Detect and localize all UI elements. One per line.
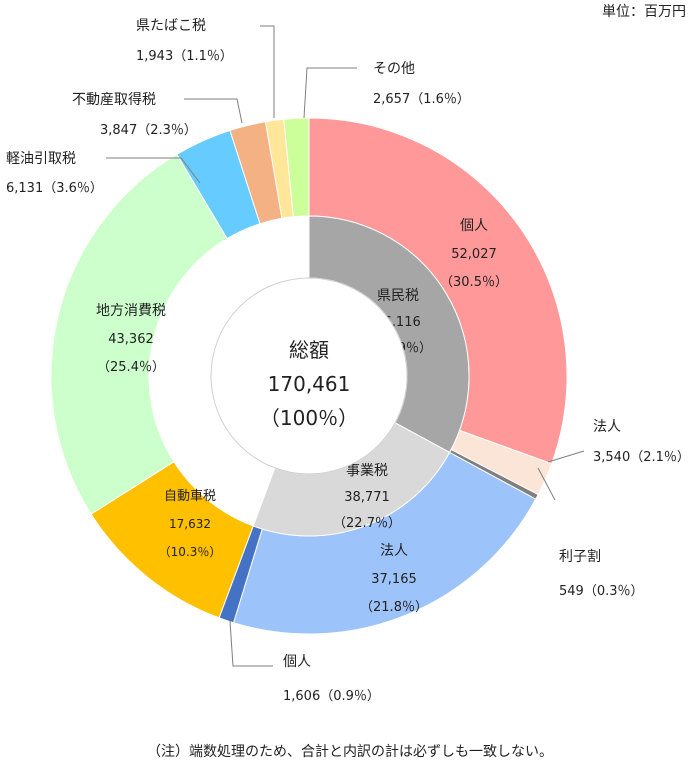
outer-leader-8 bbox=[184, 98, 243, 124]
unit-label: 単位：百万円 bbox=[602, 4, 686, 20]
outer-label-percent-3: （21.8％） bbox=[360, 600, 428, 615]
outer-ring bbox=[50, 117, 568, 635]
outer-label-name-1: 法人 bbox=[593, 419, 621, 435]
outer-label-percent-5: （10.3％） bbox=[159, 545, 222, 559]
outer-label-value-6: 43,362 bbox=[108, 332, 154, 347]
outer-leader-10 bbox=[303, 67, 357, 119]
outer-label-name-8: 不動産取得税 bbox=[72, 91, 156, 108]
outer-label-name-5: 自動車税 bbox=[164, 489, 216, 504]
outer-label-percent-6: （25.4％） bbox=[97, 360, 165, 375]
outer-label-name-2: 利子割 bbox=[559, 548, 601, 565]
footnote: （注）端数処理のため、合計と内訳の計は必ずしも一致しない。 bbox=[147, 744, 553, 760]
leader-lines bbox=[106, 25, 585, 667]
data-labels: 個人 52,027 （30.5％） 法人 3,540（2.1％） 利子割 549（0.3％）… bbox=[6, 18, 690, 704]
outer-label-value-3: 37,165 bbox=[371, 572, 417, 587]
outer-label-name-3: 法人 bbox=[380, 543, 408, 559]
center-percent: （100％） bbox=[260, 406, 358, 430]
center-title: 総額 bbox=[289, 338, 329, 362]
inner-label-name-0: 県民税 bbox=[377, 288, 419, 304]
center-hole bbox=[210, 277, 408, 475]
outer-label-percent-0: （30.5％） bbox=[440, 275, 508, 290]
outer-label-value-percent-9: 1,943（1.1％） bbox=[136, 49, 233, 64]
outer-label-value-percent-7: 6,131（3.6％） bbox=[6, 181, 103, 196]
inner-label-percent-1: （22.7％） bbox=[333, 516, 401, 531]
outer-label-value-percent-10: 2,657（1.6％） bbox=[373, 92, 470, 107]
outer-label-name-10: その他 bbox=[373, 61, 415, 77]
outer-leader-9 bbox=[260, 25, 275, 118]
outer-label-value-0: 52,027 bbox=[451, 247, 497, 262]
outer-slice-6 bbox=[50, 153, 228, 515]
inner-label-value-1: 38,771 bbox=[344, 490, 390, 505]
outer-leader-1 bbox=[547, 450, 585, 463]
outer-label-value-percent-1: 3,540（2.1％） bbox=[593, 450, 690, 465]
outer-leader-2 bbox=[537, 467, 556, 501]
outer-label-name-4: 個人 bbox=[283, 654, 311, 670]
outer-label-name-9: 県たばこ税 bbox=[136, 18, 206, 34]
center-value: 170,461 bbox=[268, 372, 351, 396]
outer-leader-7 bbox=[106, 157, 201, 184]
inner-label-name-1: 事業税 bbox=[346, 463, 388, 479]
outer-label-value-percent-8: 3,847（2.3％） bbox=[100, 123, 197, 138]
outer-leader-4 bbox=[229, 620, 273, 667]
outer-label-value-percent-2: 549（0.3％） bbox=[559, 584, 644, 599]
outer-label-value-5: 17,632 bbox=[169, 517, 211, 531]
outer-label-value-percent-4: 1,606（0.9％） bbox=[283, 689, 380, 704]
outer-label-name-0: 個人 bbox=[460, 218, 488, 234]
outer-label-name-7: 軽油引取税 bbox=[6, 151, 76, 167]
outer-label-name-6: 地方消費税 bbox=[96, 303, 166, 319]
